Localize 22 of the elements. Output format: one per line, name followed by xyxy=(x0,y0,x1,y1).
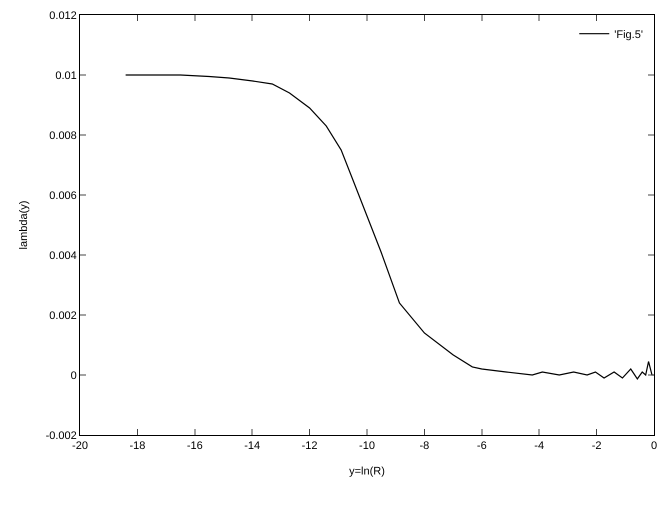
x-tick-label: -4 xyxy=(534,440,544,452)
y-tick-label: 0.006 xyxy=(49,190,77,202)
x-tick-label: -12 xyxy=(302,440,318,452)
y-tick-label: 0.002 xyxy=(49,310,77,322)
y-tick-label: 0 xyxy=(70,370,77,382)
x-tick-label: -6 xyxy=(476,440,487,452)
y-tick-label: 0.008 xyxy=(49,130,77,142)
x-tick-label: 0 xyxy=(650,440,658,452)
x-tick-label: -16 xyxy=(186,440,203,452)
x-tick-label: -14 xyxy=(244,440,260,452)
y-tick-label: 0.004 xyxy=(49,250,77,262)
y-axis-title: lambda(y) xyxy=(18,200,30,250)
y-tick-label: 0.012 xyxy=(49,10,77,22)
y-tick-label: 0.01 xyxy=(55,70,77,82)
x-tick-label: -20 xyxy=(72,440,88,452)
x-tick-label: -18 xyxy=(129,440,146,452)
x-axis-title: y=ln(R) xyxy=(349,465,385,478)
x-tick-label: -2 xyxy=(592,440,602,452)
y-tick-label: -0.002 xyxy=(46,430,77,442)
x-tick-label: -8 xyxy=(420,440,430,452)
legend-label: 'Fig.5' xyxy=(614,28,643,41)
x-tick-label: -10 xyxy=(359,440,375,452)
